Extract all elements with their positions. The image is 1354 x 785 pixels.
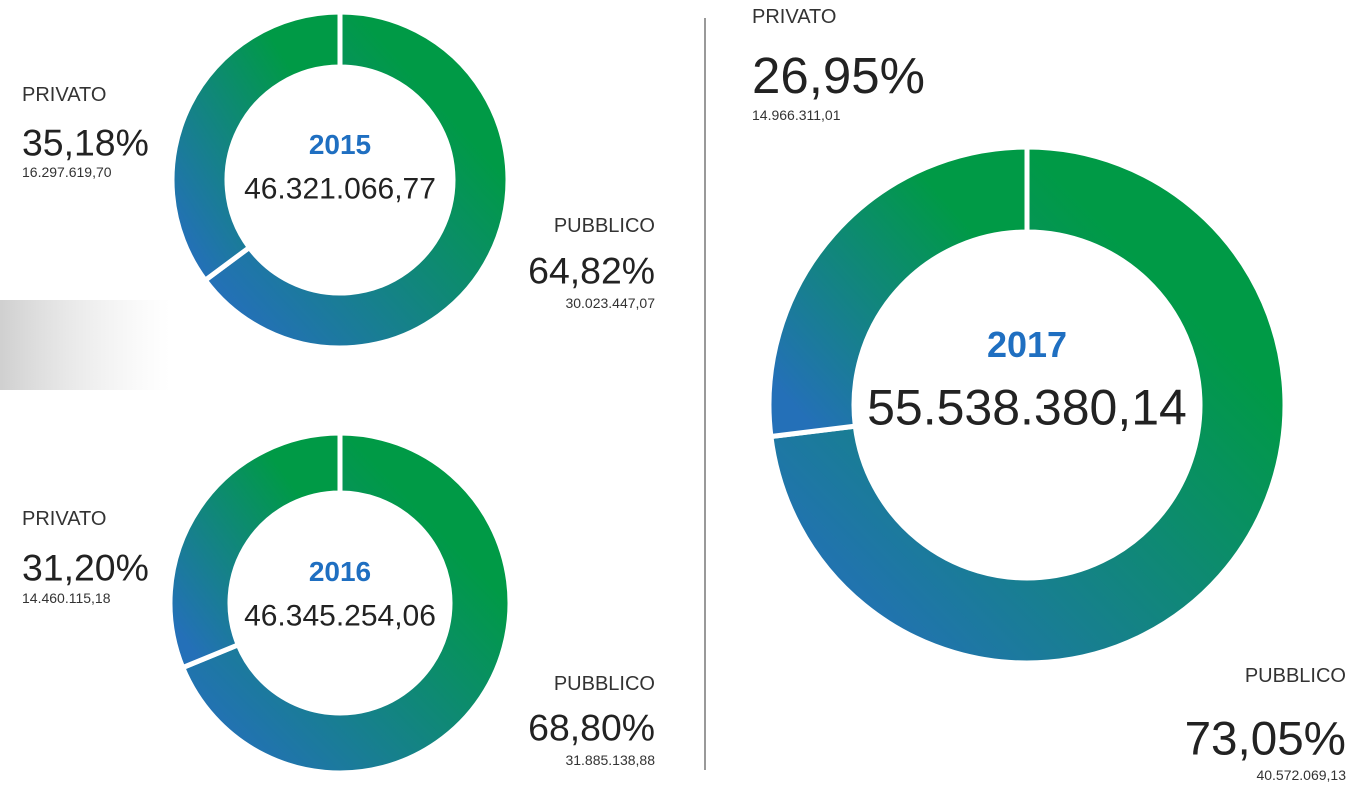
category-label: PRIVATO: [752, 6, 836, 28]
donut-segment: [179, 430, 513, 776]
amount-label: 30.023.447,07: [565, 295, 655, 311]
donut-segment: [768, 144, 1288, 666]
donut-total: 46.345.254,06: [244, 600, 436, 633]
category-label: PRIVATO: [22, 84, 106, 106]
donut-segment: [169, 9, 343, 284]
donut-segment: [766, 144, 1030, 440]
donut-total: 46.321.066,77: [244, 173, 436, 206]
percent-label: 35,18%: [22, 121, 149, 163]
donut-year: 2015: [309, 129, 371, 160]
amount-label: 14.460.115,18: [22, 590, 111, 606]
amount-label: 14.966.311,01: [752, 107, 841, 123]
category-label: PUBBLICO: [554, 215, 655, 237]
percent-label: 64,82%: [528, 249, 655, 291]
donut-segment: [201, 9, 511, 351]
percent-label: 73,05%: [1185, 713, 1346, 766]
percent-label: 31,20%: [22, 546, 149, 588]
category-label: PRIVATO: [22, 508, 106, 530]
amount-label: 40.572.069,13: [1256, 767, 1346, 783]
donut-segment: [167, 430, 343, 671]
donut-year: 2016: [309, 556, 371, 587]
donut-year: 2017: [987, 324, 1067, 365]
category-label: PUBBLICO: [1245, 665, 1346, 687]
amount-label: 16.297.619,70: [22, 164, 112, 180]
amount-label: 31.885.138,88: [565, 752, 655, 768]
donut-total: 55.538.380,14: [867, 380, 1187, 436]
percent-label: 68,80%: [528, 706, 655, 748]
category-label: PUBBLICO: [554, 673, 655, 695]
decoration: [0, 300, 170, 390]
percent-label: 26,95%: [752, 47, 925, 104]
